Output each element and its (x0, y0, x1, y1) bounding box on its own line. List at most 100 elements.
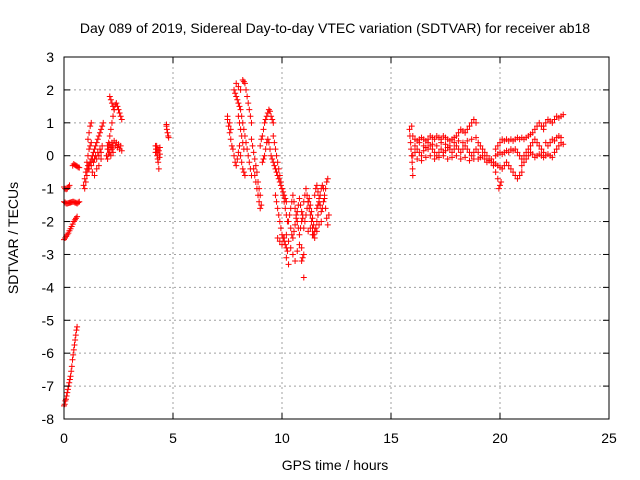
data-point (235, 113, 242, 120)
data-point (296, 195, 303, 202)
y-axis-tick-labels: -8 -7 -6 -5 -4 -3 -2 -1 0 1 2 3 (42, 49, 55, 427)
data-point (507, 165, 514, 172)
data-point (237, 106, 244, 113)
data-point (107, 96, 114, 103)
data-point (108, 100, 115, 107)
data-point (560, 111, 567, 118)
data-point (317, 192, 324, 199)
data-point (245, 152, 252, 159)
data-point (253, 169, 260, 176)
data-point (246, 106, 253, 113)
data-point (531, 136, 538, 143)
data-point (518, 162, 525, 169)
data-point (155, 159, 162, 166)
data-point (152, 149, 159, 156)
data-point (275, 211, 282, 218)
data-point (268, 113, 275, 120)
data-point (309, 215, 316, 222)
y-tick-label: -7 (42, 378, 55, 394)
data-point (473, 134, 480, 141)
data-point (116, 109, 123, 116)
data-point (288, 231, 295, 238)
data-point (302, 185, 309, 192)
data-point (63, 392, 70, 399)
data-point (268, 152, 275, 159)
data-point (269, 156, 276, 163)
data-point (88, 119, 95, 126)
data-point (503, 159, 510, 166)
data-point (285, 261, 292, 268)
data-point (233, 80, 240, 87)
data-point (492, 169, 499, 176)
data-point (234, 96, 241, 103)
data-point (320, 185, 327, 192)
data-point (497, 182, 503, 189)
data-point (61, 401, 68, 408)
x-tick-label: 10 (274, 430, 290, 446)
data-point (324, 221, 331, 228)
data-point (290, 228, 297, 235)
data-point (453, 132, 460, 139)
data-point (280, 192, 287, 199)
data-point (238, 159, 245, 166)
data-point (69, 356, 76, 363)
data-point (409, 152, 416, 159)
data-point (313, 228, 320, 235)
data-point (282, 195, 289, 202)
data-point (313, 182, 320, 189)
data-point (98, 149, 105, 156)
data-point (276, 238, 283, 245)
data-point (300, 251, 307, 258)
data-point (153, 142, 160, 149)
data-point (425, 139, 432, 146)
data-point (98, 126, 105, 133)
data-point (251, 172, 258, 179)
data-point (314, 188, 321, 195)
data-point (473, 146, 480, 153)
data-point (82, 169, 89, 176)
data-point (310, 221, 317, 228)
data-point (82, 179, 89, 186)
data-point (523, 156, 530, 163)
data-points (61, 77, 567, 409)
data-point (226, 129, 233, 136)
data-point (261, 119, 268, 126)
data-point (118, 147, 125, 154)
y-tick-label: -8 (42, 411, 55, 427)
data-point (416, 149, 423, 156)
data-point (274, 235, 281, 241)
data-point (258, 202, 265, 209)
data-point (66, 182, 73, 189)
data-point (282, 205, 289, 212)
data-point (323, 215, 330, 222)
data-point (307, 225, 314, 232)
data-point (100, 119, 107, 126)
data-point (72, 337, 79, 344)
data-point (260, 156, 267, 163)
data-point (91, 172, 98, 179)
data-point (95, 162, 102, 169)
data-point (551, 149, 558, 156)
data-point (499, 165, 506, 172)
y-tick-label: -2 (42, 214, 55, 230)
data-point (525, 152, 532, 159)
data-point (273, 169, 280, 176)
data-point (269, 116, 276, 123)
data-point (241, 80, 248, 87)
y-tick-label: -6 (42, 345, 55, 361)
data-point (479, 152, 486, 159)
data-point (163, 121, 170, 128)
data-point (233, 93, 240, 100)
data-point (416, 139, 423, 146)
data-point (525, 146, 532, 153)
x-tick-label: 15 (383, 430, 399, 446)
data-point (311, 192, 318, 199)
data-point (71, 341, 78, 348)
data-point (276, 172, 283, 179)
data-point (497, 139, 503, 146)
data-point (547, 139, 554, 146)
data-point (248, 119, 255, 126)
data-point (409, 172, 416, 179)
data-point (498, 179, 505, 186)
data-point (73, 327, 80, 334)
